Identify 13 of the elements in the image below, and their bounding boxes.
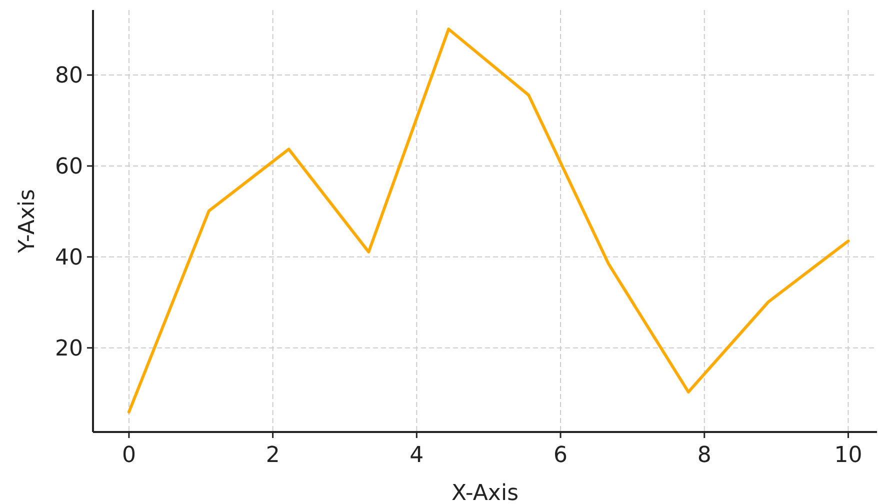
x-tick-label: 8 bbox=[697, 443, 712, 468]
x-tick-label: 6 bbox=[554, 443, 568, 468]
y-tick-label: 40 bbox=[55, 246, 83, 271]
x-tick-label: 10 bbox=[834, 443, 862, 468]
x-tick-label: 0 bbox=[122, 443, 136, 468]
line-series bbox=[127, 28, 850, 414]
y-tick-label: 60 bbox=[55, 154, 83, 180]
y-tick-label: 80 bbox=[55, 64, 83, 89]
x-tick-label: 2 bbox=[266, 443, 280, 468]
y-axis-title: Y-Axis bbox=[15, 189, 40, 254]
y-tick-label: 20 bbox=[55, 336, 83, 362]
x-tick-label: 4 bbox=[410, 443, 424, 468]
x-axis-title: X-Axis bbox=[451, 481, 519, 504]
